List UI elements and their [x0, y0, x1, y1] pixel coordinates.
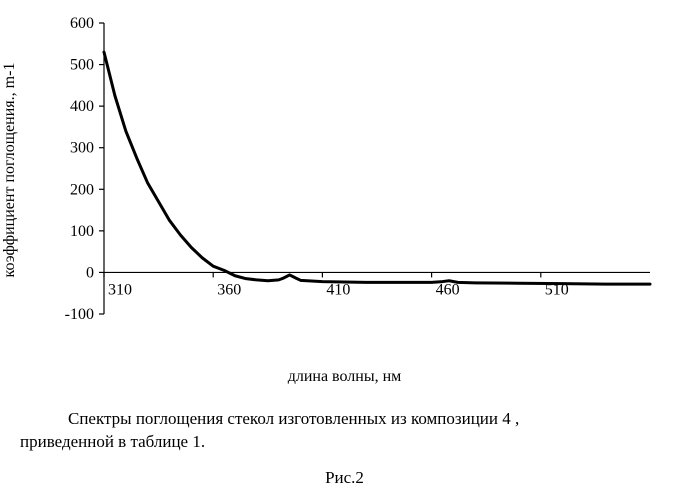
svg-text:310: 310: [108, 281, 132, 298]
svg-text:-100: -100: [65, 306, 94, 323]
svg-text:0: 0: [86, 264, 94, 281]
svg-text:460: 460: [436, 281, 460, 298]
caption-line-2: приведенной в таблице 1.: [20, 432, 205, 451]
figure-container: коэффициент поглощения., m-1 -100 0 100 200…: [0, 0, 689, 500]
svg-text:410: 410: [326, 281, 350, 298]
svg-text:500: 500: [70, 57, 94, 74]
svg-text:600: 600: [70, 15, 94, 32]
y-axis-label: коэффициент поглощения., m-1: [1, 63, 19, 278]
plot-area: -1000100200300400500600310360410460510: [40, 15, 660, 350]
svg-text:100: 100: [70, 223, 94, 240]
chart-svg: -1000100200300400500600310360410460510: [40, 15, 660, 350]
svg-text:300: 300: [70, 140, 94, 157]
svg-text:200: 200: [70, 181, 94, 198]
svg-text:360: 360: [217, 281, 241, 298]
caption-line-1: Спектры поглощения стекол изготовленных …: [20, 408, 669, 431]
svg-text:400: 400: [70, 98, 94, 115]
x-axis-label: длина волны, нм: [0, 368, 689, 386]
figure-number-label: Рис.2: [0, 468, 689, 488]
figure-caption: Спектры поглощения стекол изготовленных …: [20, 408, 669, 454]
